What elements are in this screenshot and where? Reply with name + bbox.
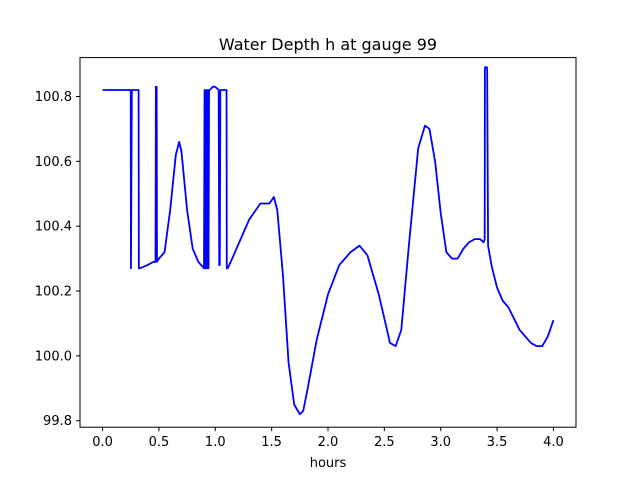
y-tick-label: 100.6 (35, 155, 72, 170)
x-tick-label: 0.5 (149, 435, 170, 450)
chart-title: Water Depth h at gauge 99 (219, 35, 437, 54)
y-tick-label: 99.8 (43, 414, 72, 429)
x-axis-label: hours (310, 456, 347, 471)
x-axis: 0.0 0.5 1.0 1.5 2.0 2.5 3.0 3.5 4.0 (92, 427, 564, 450)
x-tick-label: 3.5 (487, 435, 508, 450)
x-tick-label: 3.0 (430, 435, 451, 450)
y-tick-label: 100.8 (35, 90, 72, 105)
plot-area (102, 66, 555, 416)
x-tick-label: 2.0 (318, 435, 339, 450)
x-tick-label: 1.5 (261, 435, 282, 450)
x-tick-label: 0.0 (92, 435, 113, 450)
y-axis: 99.8 100.0 100.2 100.4 100.6 100.8 (35, 90, 80, 429)
y-tick-label: 100.2 (35, 285, 72, 300)
x-tick-label: 1.0 (205, 435, 226, 450)
y-tick-label: 100.4 (35, 220, 72, 235)
y-tick-label: 100.0 (35, 349, 72, 364)
series-line-0 (102, 66, 555, 416)
x-tick-label: 4.0 (543, 435, 564, 450)
x-tick-label: 2.5 (374, 435, 395, 450)
axes-frame (79, 57, 577, 428)
